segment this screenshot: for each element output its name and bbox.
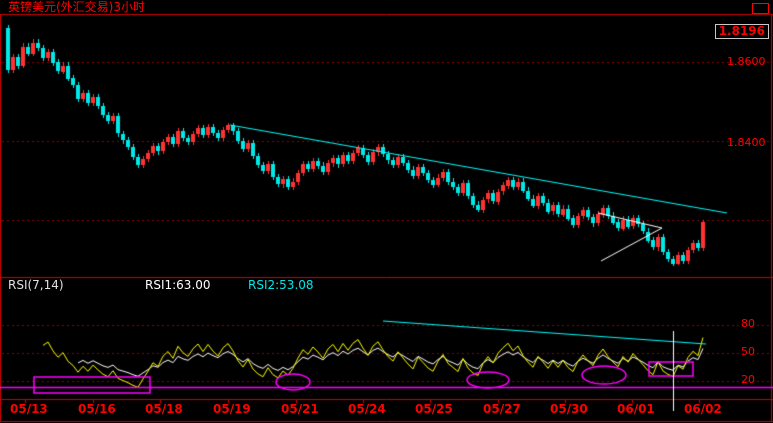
price-axis-label: 1.8600 [727,55,766,68]
rsi-indicator-label: RSI(7,14) [8,278,64,292]
rsi1-value: RSI1:63.00 [145,278,211,292]
date-label: 05/27 [483,402,521,416]
rsi-axis-label: 20 [741,373,755,386]
date-label: 05/19 [213,402,251,416]
date-label: 05/13 [10,402,48,416]
date-label: 05/16 [78,402,116,416]
date-label: 05/25 [415,402,453,416]
date-label: 05/21 [281,402,319,416]
window-title: 英镑美元(外汇交易)3小时 [8,0,145,14]
window-control-icon[interactable] [752,3,769,14]
rsi-axis-label: 80 [741,317,755,330]
date-label: 05/30 [550,402,588,416]
price-axis-label: 1.8400 [727,136,766,149]
date-label: 06/01 [617,402,655,416]
date-label: 06/02 [684,402,722,416]
rsi2-value: RSI2:53.08 [248,278,314,292]
date-label: 05/18 [145,402,183,416]
last-price-box: 1.8196 [714,24,769,40]
date-label: 05/24 [348,402,386,416]
rsi-axis-label: 50 [741,345,755,358]
